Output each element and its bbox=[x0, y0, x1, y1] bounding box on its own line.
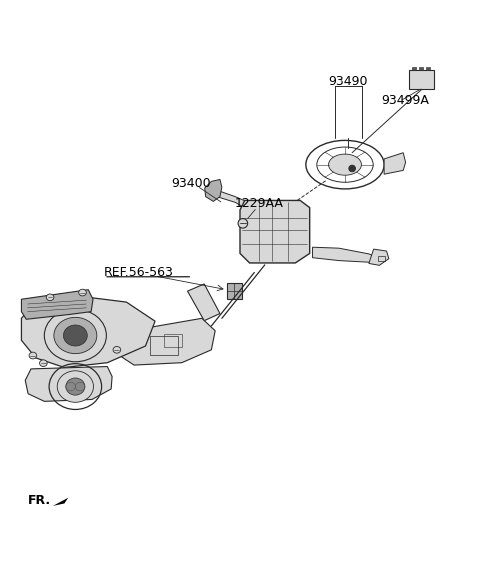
Bar bbox=[227, 284, 242, 299]
Polygon shape bbox=[25, 366, 112, 402]
Bar bbox=[378, 256, 384, 261]
Ellipse shape bbox=[328, 154, 361, 175]
Bar bbox=[150, 336, 178, 355]
Ellipse shape bbox=[46, 294, 54, 301]
Text: 93400: 93400 bbox=[171, 177, 210, 190]
Text: FR.: FR. bbox=[28, 494, 51, 507]
Ellipse shape bbox=[113, 346, 120, 353]
Ellipse shape bbox=[39, 360, 47, 366]
Bar bbox=[164, 333, 182, 347]
Ellipse shape bbox=[79, 289, 86, 296]
Ellipse shape bbox=[349, 165, 356, 172]
Bar bbox=[419, 67, 423, 70]
Text: REF.56-563: REF.56-563 bbox=[104, 266, 174, 279]
Polygon shape bbox=[240, 200, 310, 263]
Ellipse shape bbox=[29, 352, 36, 359]
Ellipse shape bbox=[63, 325, 87, 346]
Polygon shape bbox=[209, 190, 262, 218]
Bar bbox=[426, 67, 431, 70]
Text: 1229AA: 1229AA bbox=[234, 197, 283, 210]
Text: 93490: 93490 bbox=[328, 75, 368, 87]
Bar bbox=[409, 70, 434, 89]
Ellipse shape bbox=[66, 378, 85, 395]
Polygon shape bbox=[22, 298, 155, 367]
Polygon shape bbox=[53, 498, 68, 506]
Polygon shape bbox=[312, 247, 375, 262]
Ellipse shape bbox=[54, 318, 97, 353]
Polygon shape bbox=[116, 318, 215, 365]
Polygon shape bbox=[384, 153, 406, 174]
Polygon shape bbox=[204, 180, 222, 201]
Polygon shape bbox=[22, 289, 93, 319]
Ellipse shape bbox=[238, 218, 248, 228]
Polygon shape bbox=[188, 284, 220, 321]
Ellipse shape bbox=[57, 371, 94, 402]
Text: 93499A: 93499A bbox=[381, 94, 429, 107]
Polygon shape bbox=[369, 249, 389, 265]
Bar bbox=[412, 67, 416, 70]
